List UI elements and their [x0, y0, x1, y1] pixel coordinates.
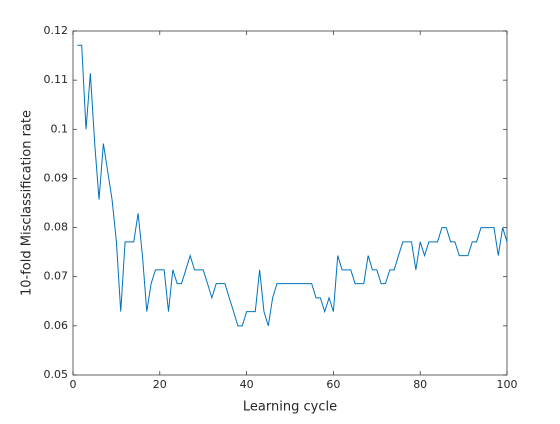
- y-tick-label: 0.11: [44, 73, 69, 86]
- y-tick-label: 0.06: [44, 319, 69, 332]
- x-tick-label: 40: [240, 378, 254, 391]
- y-tick-label: 0.05: [44, 368, 69, 381]
- x-tick-label: 100: [497, 378, 518, 391]
- x-tick-label: 80: [413, 378, 427, 391]
- x-tick-label: 60: [326, 378, 340, 391]
- y-tick-label: 0.07: [44, 270, 69, 283]
- x-axis-label: Learning cycle: [243, 400, 337, 415]
- y-tick-label: 0.1: [51, 122, 69, 135]
- y-tick-label: 0.09: [44, 171, 69, 184]
- x-tick-label: 20: [153, 378, 167, 391]
- y-tick-label: 0.12: [44, 24, 69, 37]
- y-tick-label: 0.08: [44, 221, 69, 234]
- data-line: [77, 44, 508, 327]
- y-axis-label: 10-fold Misclassification rate: [20, 110, 35, 296]
- x-tick-label: 0: [70, 378, 77, 391]
- axes-box: [72, 30, 508, 376]
